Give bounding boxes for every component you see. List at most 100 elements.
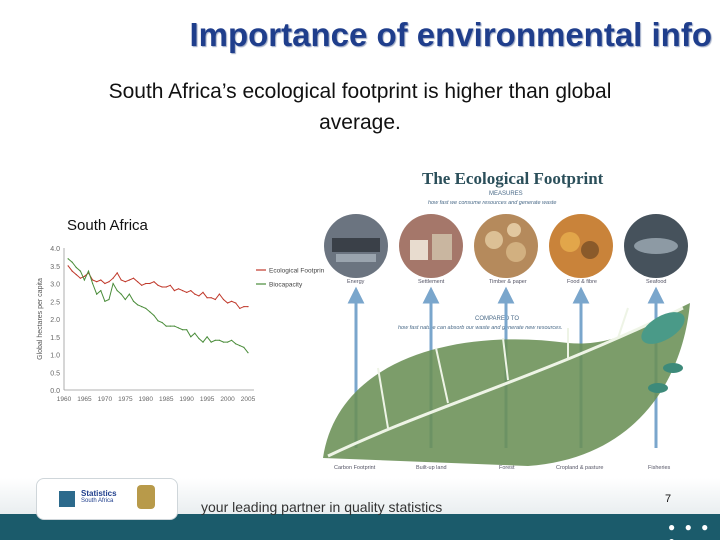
category-label-fisheries: Fisheries (648, 465, 671, 471)
data-point (108, 298, 110, 301)
data-point (239, 345, 241, 347)
x-tick-label: 1960 (57, 396, 72, 403)
data-point (222, 341, 225, 343)
y-axis-label: Global hectares per capita (37, 278, 44, 360)
data-point (100, 290, 102, 292)
data-point (231, 339, 233, 341)
data-point (247, 306, 249, 308)
data-point (190, 290, 192, 292)
data-point (165, 325, 167, 327)
data-point (128, 279, 130, 281)
data-point (124, 281, 126, 283)
data-point (87, 270, 90, 272)
data-point (161, 286, 163, 288)
data-point (116, 290, 118, 292)
data-point (169, 284, 171, 286)
data-point (116, 272, 118, 274)
data-point (124, 298, 126, 301)
data-point (194, 332, 196, 334)
data-point (177, 327, 180, 329)
footprint-line-chart: 0.0 0.5 1.0 1.5 2.0 2.5 3.0 3.5 4.0 1960 1965 1970 1… (37, 246, 324, 403)
data-point (83, 275, 85, 277)
data-point (157, 320, 159, 322)
data-point (67, 265, 69, 267)
series-line-0 (67, 265, 248, 310)
x-tick-label: 2000 (220, 396, 235, 403)
x-tick-label: 1975 (118, 396, 133, 403)
category-label-seafood: Seafood (646, 279, 667, 285)
data-point (71, 261, 73, 263)
x-tick-label: 1980 (139, 396, 154, 403)
data-point (173, 290, 175, 292)
data-point (243, 346, 245, 348)
leaf-illustration (323, 303, 690, 466)
settlement-photo-icon (399, 214, 463, 278)
data-point (104, 300, 106, 302)
y-tick-label: 1.5 (50, 335, 60, 342)
data-point (132, 300, 135, 302)
data-point (75, 266, 77, 269)
data-point (218, 293, 220, 295)
data-point (182, 290, 184, 292)
data-point (149, 282, 151, 285)
stats-sa-logo: Statistics South Africa (36, 478, 178, 520)
data-point (243, 306, 245, 308)
measures-label: MEASURES (489, 191, 523, 197)
data-point (169, 325, 171, 327)
data-point (79, 270, 81, 272)
data-point (137, 281, 139, 283)
data-point (92, 279, 94, 281)
data-point (235, 302, 237, 304)
x-tick-label: 1990 (179, 396, 194, 403)
timber-photo-icon (474, 214, 538, 278)
footer-tagline: your leading partner in quality statisti… (201, 499, 443, 515)
data-point (235, 343, 237, 345)
category-label-timber: Timber & paper (489, 279, 527, 285)
data-point (120, 293, 122, 295)
x-tick-label: 1985 (159, 396, 174, 403)
category-label-food: Food & fibre (567, 279, 597, 285)
data-point (100, 279, 102, 281)
logo-text-line1: Statistics (81, 489, 117, 498)
data-point (202, 291, 204, 293)
data-point (141, 306, 143, 308)
chart-region-label: South Africa (67, 217, 148, 234)
data-point (227, 302, 229, 304)
subtitle-line-1: South Africa’s ecological footprint is h… (108, 80, 612, 103)
data-point (137, 304, 139, 306)
infographic-illustration (323, 214, 690, 466)
data-point (194, 293, 196, 295)
data-point (214, 298, 216, 301)
data-point (222, 298, 225, 301)
category-label-cropland: Cropland & pasture (556, 465, 604, 471)
data-point (75, 274, 77, 276)
y-tick-label: 0.0 (50, 388, 60, 395)
subtitle-line-2: average. (319, 111, 401, 134)
data-point (227, 341, 229, 343)
page-number: 7 (665, 493, 672, 505)
bar-chart-logo-icon (59, 491, 75, 507)
data-point (206, 336, 208, 338)
data-point (210, 297, 212, 299)
data-point (198, 337, 200, 340)
slide-title: Importance of environmental info (189, 16, 712, 53)
data-point (202, 341, 204, 343)
data-point (120, 279, 122, 281)
energy-photo-icon (324, 214, 388, 278)
footer-dots-icon: ● ● ● ● (668, 520, 712, 548)
data-point (157, 284, 159, 286)
seafood-photo-icon (624, 214, 688, 278)
data-point (186, 329, 188, 331)
compared-text: how fast nature can absorb our waste and… (398, 325, 563, 331)
data-point (165, 286, 167, 288)
category-label-energy: Energy (347, 279, 365, 285)
legend-label-1: Biocapacity (269, 282, 303, 289)
x-tick-label: 2005 (241, 396, 256, 403)
y-tick-label: 2.0 (50, 317, 60, 324)
y-tick-label: 3.0 (50, 282, 60, 289)
logo-text-line2: South Africa (81, 498, 114, 504)
measures-text: how fast we consume resources and genera… (428, 200, 557, 206)
data-point (173, 325, 175, 327)
data-point (108, 281, 110, 283)
data-point (210, 341, 212, 343)
